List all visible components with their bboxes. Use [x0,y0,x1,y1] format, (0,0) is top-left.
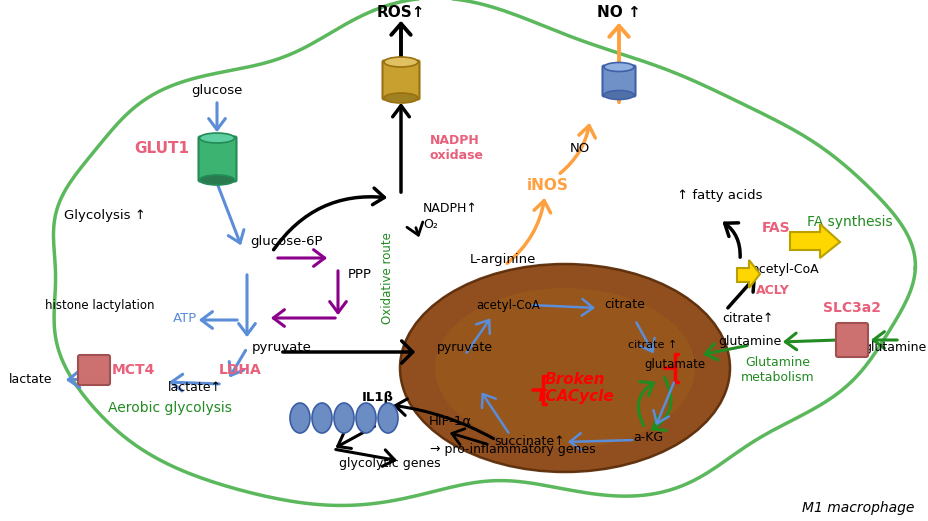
FancyBboxPatch shape [602,66,635,96]
Text: Glutamine
metabolism: Glutamine metabolism [741,356,814,384]
Text: PPP: PPP [348,268,371,281]
Text: SLC3a2: SLC3a2 [822,301,880,315]
Text: NO: NO [569,142,589,155]
Text: FAS: FAS [761,221,789,235]
Text: lactate: lactate [8,374,52,387]
Ellipse shape [290,403,310,433]
FancyBboxPatch shape [382,60,419,100]
Text: HIF-1α: HIF-1α [428,416,471,428]
Text: GLUT1: GLUT1 [135,141,189,155]
Text: citrate ↑: citrate ↑ [627,340,677,350]
Ellipse shape [603,63,633,71]
Text: Glycolysis ↑: Glycolysis ↑ [64,208,146,221]
Ellipse shape [312,403,331,433]
Text: ↑ fatty acids: ↑ fatty acids [677,189,762,202]
Ellipse shape [378,403,397,433]
Ellipse shape [383,57,418,67]
Ellipse shape [383,93,418,103]
Text: ATP: ATP [173,312,197,325]
FancyBboxPatch shape [78,355,110,385]
Text: histone lactylation: histone lactylation [45,299,155,312]
Polygon shape [789,224,839,258]
Polygon shape [736,260,759,288]
Ellipse shape [400,264,729,472]
Text: glutamine: glutamine [717,336,780,349]
Ellipse shape [355,403,376,433]
Text: O₂: O₂ [422,218,437,231]
Text: glucose-6P: glucose-6P [250,235,322,249]
Text: FA synthesis: FA synthesis [806,215,892,229]
Text: → pro-inflammatory genes: → pro-inflammatory genes [430,443,595,456]
Text: glycolytic genes: glycolytic genes [339,457,441,470]
Text: acetyl-CoA: acetyl-CoA [751,264,818,277]
Ellipse shape [434,288,694,448]
Ellipse shape [200,175,234,185]
Text: pyruvate: pyruvate [251,341,312,354]
Text: IL1β: IL1β [362,391,393,404]
Text: M1 macrophage: M1 macrophage [801,501,913,515]
Text: Broken
TCACycle: Broken TCACycle [535,372,613,404]
FancyBboxPatch shape [835,323,867,357]
Text: L-arginine: L-arginine [470,254,535,267]
Text: Oxidative route: Oxidative route [381,232,394,324]
Text: NADPH
oxidase: NADPH oxidase [430,134,483,162]
Text: lactate↑: lactate↑ [168,381,222,394]
FancyBboxPatch shape [199,137,237,181]
Text: ACLY: ACLY [755,283,789,296]
Text: glutamate: glutamate [644,358,704,371]
Text: Aerobic glycolysis: Aerobic glycolysis [108,401,232,415]
Text: NADPH↑: NADPH↑ [422,202,477,215]
Text: glutamine: glutamine [862,341,925,354]
Ellipse shape [603,91,633,100]
Text: ROS↑: ROS↑ [377,5,425,19]
Text: acetyl-CoA: acetyl-CoA [476,299,539,312]
Text: NO ↑: NO ↑ [597,5,640,19]
Text: pyruvate: pyruvate [436,341,493,354]
Text: citrate↑: citrate↑ [722,312,773,325]
Ellipse shape [334,403,354,433]
Text: LDHA: LDHA [218,363,261,377]
Text: a-KG: a-KG [632,431,663,444]
Text: citrate: citrate [604,299,645,312]
Text: succinate↑: succinate↑ [494,436,565,449]
Ellipse shape [200,133,234,143]
Text: iNOS: iNOS [526,178,568,192]
Text: MCT4: MCT4 [111,363,155,377]
Text: glucose: glucose [191,83,242,96]
